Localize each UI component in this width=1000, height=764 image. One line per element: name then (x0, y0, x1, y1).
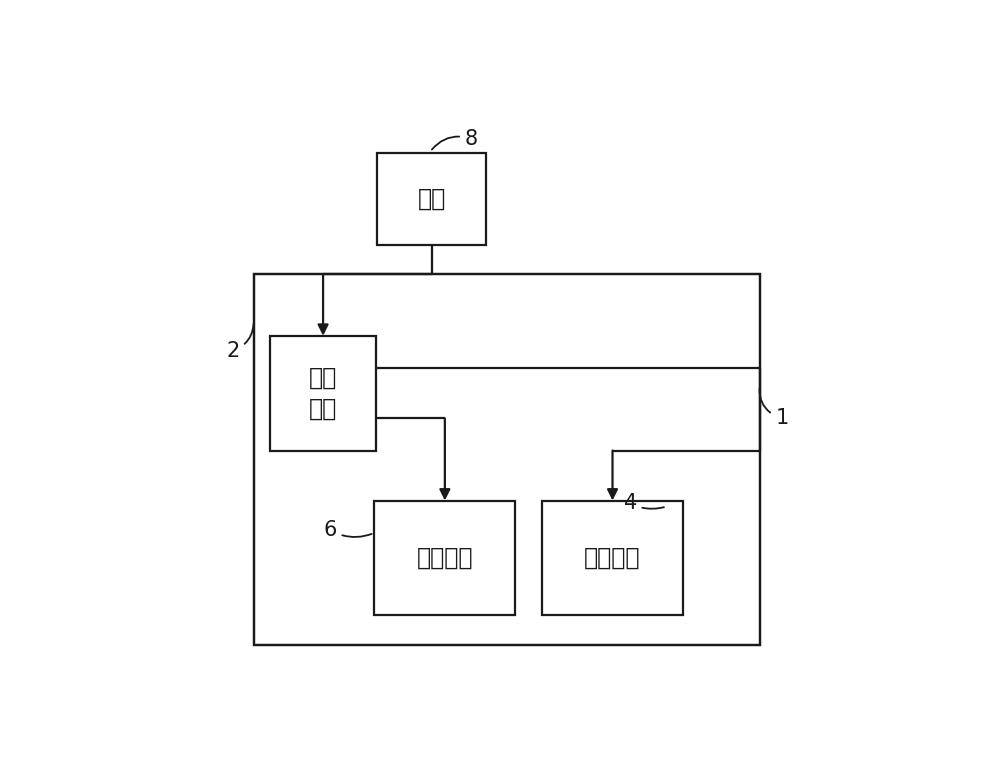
Bar (254, 274, 760, 645)
Bar (270, 336, 376, 451)
Text: 4: 4 (624, 494, 664, 513)
Text: 6: 6 (323, 520, 372, 540)
Text: 电源: 电源 (417, 187, 446, 211)
Bar (542, 500, 683, 615)
Text: 1: 1 (759, 389, 789, 428)
Text: 传感元件: 传感元件 (417, 546, 473, 570)
Text: 2: 2 (226, 324, 254, 361)
Bar (377, 154, 486, 244)
Bar (374, 500, 515, 615)
Text: 加热元件: 加热元件 (584, 546, 641, 570)
Text: 8: 8 (432, 129, 478, 150)
Text: 微控
制器: 微控 制器 (309, 366, 337, 420)
